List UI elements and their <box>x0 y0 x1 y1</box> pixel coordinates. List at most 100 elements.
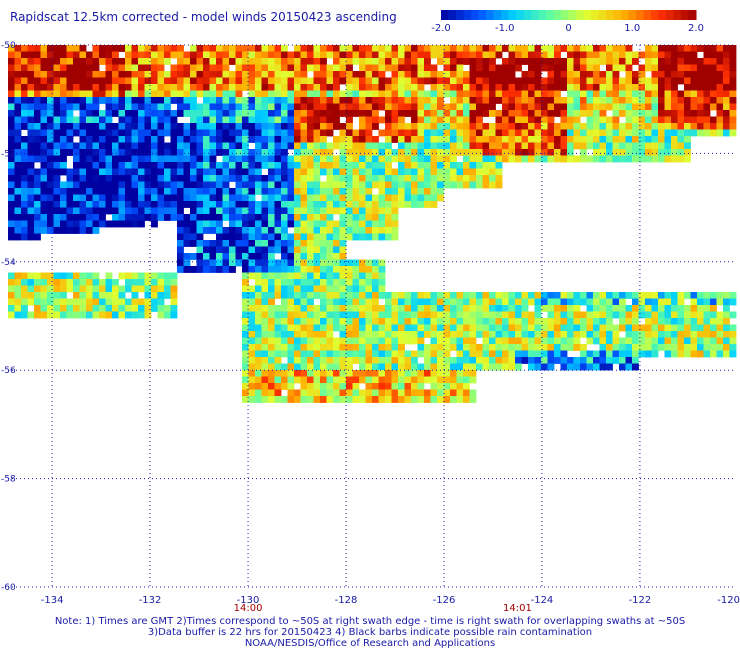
swath-cell <box>235 110 243 117</box>
swath-cell <box>710 103 717 111</box>
swath-cell <box>261 58 269 65</box>
swath-cell <box>196 116 204 124</box>
swath-cell <box>47 272 54 280</box>
swath-cell <box>216 253 223 260</box>
swath-cell <box>424 292 431 299</box>
swath-cell <box>502 324 509 332</box>
swath-cell <box>196 149 204 156</box>
swath-cell <box>476 77 483 85</box>
swath-cell <box>203 175 210 182</box>
swath-cell <box>476 162 483 169</box>
swath-cell <box>573 298 581 306</box>
swath-cell <box>255 253 262 260</box>
swath-cell <box>346 201 353 208</box>
swath-cell <box>658 77 665 85</box>
swath-cell <box>450 77 457 85</box>
swath-cell <box>261 64 269 72</box>
swath-cell <box>300 188 308 195</box>
swath-cell <box>411 383 418 390</box>
swath-cell <box>339 311 347 319</box>
swath-cell <box>430 292 438 299</box>
swath-cell <box>66 136 74 143</box>
swath-cell <box>190 155 197 163</box>
swath-cell <box>411 318 418 325</box>
swath-cell <box>684 292 691 299</box>
swath-cell <box>378 233 386 241</box>
swath-cell <box>411 129 418 137</box>
swath-cell <box>268 266 275 273</box>
swath-cell <box>671 90 678 98</box>
swath-cell <box>203 155 210 163</box>
swath-cell <box>339 285 347 293</box>
swath-cell <box>489 103 496 111</box>
swath-cell <box>723 84 730 91</box>
swath-cell <box>359 188 366 195</box>
swath-cell <box>398 97 405 104</box>
swath-cell <box>235 71 243 78</box>
swath-cell <box>443 51 451 59</box>
swath-cell <box>216 51 223 59</box>
swath-cell <box>203 240 210 247</box>
swath-cell <box>482 110 490 117</box>
swath-cell <box>287 337 295 345</box>
swath-cell <box>632 357 639 364</box>
swath-cell <box>261 331 269 338</box>
swath-cell <box>99 220 106 228</box>
swath-cell <box>632 337 639 345</box>
swath-cell <box>560 103 568 111</box>
swath-cell <box>27 285 35 293</box>
swath-cell <box>27 64 35 72</box>
swath-cell <box>690 305 698 312</box>
swath-cell <box>21 136 28 143</box>
swath-cell <box>151 45 158 52</box>
swath-cell <box>378 266 386 273</box>
swath-cell <box>255 207 262 215</box>
swath-cell <box>313 214 321 221</box>
swath-cell <box>729 337 737 345</box>
swath-cell <box>86 149 93 156</box>
swath-cell <box>677 58 685 65</box>
swath-cell <box>47 90 54 98</box>
swath-cell <box>300 266 308 273</box>
swath-cell <box>664 77 672 85</box>
swath-cell <box>268 370 275 377</box>
swath-cell <box>300 357 308 364</box>
swath-cell <box>281 116 288 124</box>
swath-cell <box>625 357 633 364</box>
swath-cell <box>547 136 555 143</box>
swath-cell <box>294 207 301 215</box>
swath-cell <box>352 90 360 98</box>
swath-cell <box>606 116 613 124</box>
swath-cell <box>593 51 600 59</box>
swath-cell <box>209 253 217 260</box>
swath-cell <box>502 97 509 104</box>
swath-cell <box>27 110 35 117</box>
swath-cell <box>60 77 67 85</box>
swath-cell <box>177 64 184 72</box>
swath-cell <box>21 45 28 52</box>
swath-cell <box>586 84 594 91</box>
swath-cell <box>528 318 535 325</box>
swath-cell <box>47 305 54 312</box>
swath-cell <box>261 344 269 351</box>
swath-cell <box>729 110 737 117</box>
swath-cell <box>281 194 288 202</box>
swath-cell <box>281 376 288 384</box>
swath-cell <box>339 188 347 195</box>
swath-cell <box>346 272 353 280</box>
swath-cell <box>274 305 282 312</box>
swath-cell <box>677 292 685 299</box>
swath-cell <box>547 77 555 85</box>
swath-cell <box>21 155 28 163</box>
swath-cell <box>411 350 418 358</box>
swath-cell <box>333 103 340 111</box>
swath-cell <box>671 136 678 143</box>
swath-cell <box>229 155 236 163</box>
swath-cell <box>105 181 113 189</box>
swath-cell <box>287 162 295 169</box>
swath-cell <box>443 318 451 325</box>
swath-cell <box>203 253 210 260</box>
swath-cell <box>333 71 340 78</box>
swath-cell <box>229 90 236 98</box>
swath-cell <box>495 363 503 371</box>
